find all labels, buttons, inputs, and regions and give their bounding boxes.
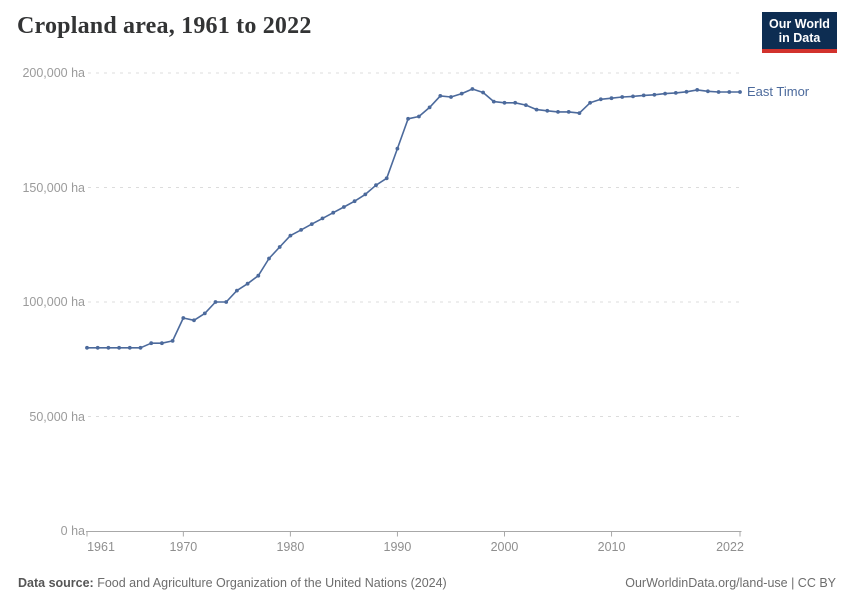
- data-point-marker: [470, 87, 475, 91]
- data-point-marker: [459, 91, 464, 96]
- data-point-marker: [534, 107, 539, 112]
- data-point-marker: [652, 92, 657, 97]
- data-point-marker: [384, 176, 389, 181]
- y-tick-label: 100,000 ha: [22, 295, 85, 309]
- data-point-marker: [299, 228, 303, 232]
- data-source-note: Data source: Food and Agriculture Organi…: [18, 576, 447, 590]
- data-point-marker: [449, 95, 453, 99]
- data-point-marker: [556, 110, 560, 114]
- data-point-marker: [95, 345, 100, 350]
- data-point-marker: [663, 91, 667, 96]
- data-source-label: Data source:: [18, 576, 94, 590]
- x-tick-label: 2010: [597, 540, 626, 554]
- data-point-marker: [106, 345, 111, 350]
- y-tick-label: 200,000 ha: [22, 66, 85, 80]
- y-tick-label: 150,000 ha: [22, 180, 85, 195]
- data-point-marker: [395, 146, 400, 151]
- owid-credit-link[interactable]: OurWorldinData.org/land-use | CC BY: [625, 576, 836, 590]
- data-point-marker: [181, 316, 186, 320]
- data-point-marker: [213, 300, 218, 304]
- data-point-marker: [417, 114, 421, 119]
- data-point-marker: [481, 90, 485, 95]
- x-tick-label: 2022: [716, 540, 744, 554]
- data-point-marker: [577, 111, 582, 115]
- data-point-marker: [267, 256, 271, 261]
- data-point-marker: [309, 222, 314, 227]
- data-point-marker: [566, 110, 571, 114]
- chart-footer: Data source: Food and Agriculture Organi…: [18, 576, 836, 590]
- data-point-marker: [684, 89, 689, 94]
- data-point-marker: [427, 105, 432, 110]
- data-point-marker: [695, 88, 700, 92]
- data-point-marker: [406, 116, 410, 121]
- x-tick-label: 2000: [490, 540, 519, 554]
- data-point-marker: [727, 90, 732, 94]
- data-point-marker: [160, 341, 164, 346]
- data-point-marker: [331, 210, 336, 215]
- data-point-marker: [716, 90, 721, 94]
- data-point-marker: [138, 345, 143, 350]
- data-point-marker: [256, 273, 261, 278]
- data-point-marker: [277, 245, 282, 249]
- data-point-marker: [202, 311, 207, 316]
- data-source-text: Food and Agriculture Organization of the…: [93, 576, 447, 590]
- data-point-marker: [491, 99, 496, 104]
- data-point-marker: [706, 89, 710, 94]
- data-point-marker: [224, 300, 229, 304]
- data-point-marker: [149, 341, 154, 346]
- y-tick-label: 0 ha: [60, 524, 85, 538]
- data-point-marker: [641, 93, 646, 98]
- x-tick-label: 1961: [87, 540, 115, 554]
- data-point-marker: [545, 108, 550, 113]
- x-tick-label: 1970: [169, 540, 198, 554]
- data-point-marker: [342, 205, 346, 209]
- data-line-east-timor[interactable]: [86, 88, 741, 349]
- owid-logo-line1: Our World: [769, 17, 830, 31]
- data-point-marker: [245, 281, 250, 286]
- series-label-east-timor: East Timor: [747, 84, 810, 99]
- data-point-marker: [588, 100, 592, 105]
- data-point-marker: [288, 233, 293, 238]
- data-point-marker: [631, 94, 635, 99]
- data-point-marker: [673, 91, 678, 95]
- data-point-marker: [524, 103, 528, 107]
- x-tick-label: 1980: [276, 540, 305, 554]
- owid-logo-line2: in Data: [778, 31, 821, 45]
- data-point-marker: [352, 199, 357, 204]
- data-point-marker: [85, 345, 89, 350]
- data-point-marker: [609, 96, 614, 101]
- y-tick-label: 50,000 ha: [29, 409, 85, 424]
- data-point-marker: [502, 100, 507, 105]
- chart-title: Cropland area, 1961 to 2022: [17, 13, 312, 39]
- data-point-marker: [738, 90, 742, 94]
- data-point-marker: [374, 183, 378, 188]
- data-point-marker: [127, 345, 132, 350]
- x-tick-label: 1990: [383, 540, 412, 554]
- data-point-marker: [620, 95, 625, 99]
- data-point-marker: [117, 345, 121, 350]
- data-point-marker: [438, 94, 443, 98]
- data-point-marker: [513, 100, 518, 105]
- data-point-marker: [363, 192, 368, 197]
- data-point-marker: [320, 216, 325, 221]
- data-point-marker: [598, 97, 603, 102]
- data-point-marker: [192, 318, 196, 323]
- data-point-marker: [170, 339, 175, 343]
- data-point-marker: [235, 288, 239, 293]
- owid-logo[interactable]: Our World in Data: [762, 12, 837, 53]
